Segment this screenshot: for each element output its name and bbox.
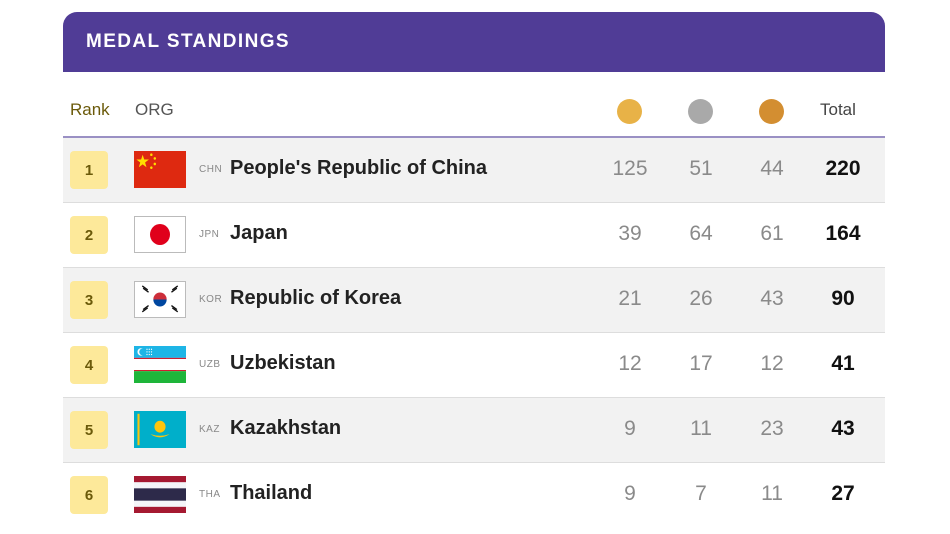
silver-count: 26 (689, 287, 713, 310)
bronze-medal-icon (759, 99, 784, 124)
country-name[interactable]: Republic of Korea (230, 287, 402, 309)
country-code: CHN (199, 164, 223, 175)
silver-count: 11 (690, 417, 712, 440)
table-row[interactable]: 6 THA Thailand 9 7 11 27 (63, 463, 885, 528)
rank-badge: 4 (70, 346, 108, 384)
gold-count: 9 (624, 482, 636, 505)
rank-badge: 2 (70, 216, 108, 254)
country-code: JPN (199, 229, 220, 240)
bronze-count: 11 (761, 482, 783, 505)
table-row[interactable]: 3 KOR Republic of Korea 21 (63, 268, 885, 333)
gold-count: 39 (618, 222, 642, 245)
bronze-count: 12 (760, 352, 784, 375)
china-flag-icon (134, 151, 186, 188)
kazakhstan-flag-icon (134, 411, 186, 448)
total-count: 27 (831, 482, 855, 505)
rank-badge: 5 (70, 411, 108, 449)
total-count: 43 (831, 417, 855, 440)
table-row[interactable]: 5 KAZ Kazakhstan 9 11 23 43 (63, 398, 885, 463)
japan-flag-icon (134, 216, 186, 253)
thailand-flag-icon (134, 476, 186, 513)
silver-medal-icon (688, 99, 713, 124)
country-code: KOR (199, 294, 223, 305)
country-code: THA (199, 489, 221, 500)
table-row[interactable]: 1 CHN People's Republic of China 125 51 … (63, 138, 885, 203)
country-code: UZB (199, 359, 221, 370)
rank-column-header: Rank (70, 100, 110, 119)
bronze-count: 61 (760, 222, 784, 245)
gold-medal-icon (617, 99, 642, 124)
total-count: 41 (831, 352, 855, 375)
country-name[interactable]: Japan (230, 222, 288, 244)
country-code: KAZ (199, 424, 220, 435)
country-name[interactable]: People's Republic of China (230, 157, 488, 179)
table-row[interactable]: 2 JPN Japan 39 64 61 164 (63, 203, 885, 268)
total-column-header: Total (820, 100, 856, 119)
gold-count: 9 (624, 417, 636, 440)
gold-count: 21 (618, 287, 642, 310)
rank-badge: 1 (70, 151, 108, 189)
panel-header: MEDAL STANDINGS (63, 12, 885, 72)
total-count: 164 (825, 222, 861, 245)
total-count: 90 (831, 287, 855, 310)
bronze-count: 43 (760, 287, 784, 310)
silver-count: 51 (689, 157, 713, 180)
bronze-count: 23 (760, 417, 784, 440)
country-name[interactable]: Thailand (230, 482, 313, 504)
bronze-count: 44 (760, 157, 784, 180)
total-count: 220 (825, 157, 861, 180)
medal-standings-panel: MEDAL STANDINGS Rank ORG Total 1 CHN Peo… (63, 12, 885, 528)
country-name[interactable]: Kazakhstan (230, 417, 342, 439)
gold-count: 125 (612, 157, 648, 180)
column-header-row: Rank ORG Total (63, 72, 885, 138)
table-row[interactable]: 4 UZB Uzbekistan 12 17 12 41 (63, 333, 885, 398)
korea-flag-icon (134, 281, 186, 318)
silver-count: 7 (695, 482, 707, 505)
country-name[interactable]: Uzbekistan (230, 352, 336, 374)
silver-count: 64 (689, 222, 713, 245)
org-column-header: ORG (135, 100, 174, 119)
gold-count: 12 (618, 352, 642, 375)
rank-badge: 6 (70, 476, 108, 514)
uzbekistan-flag-icon (134, 346, 186, 383)
rank-badge: 3 (70, 281, 108, 319)
silver-count: 17 (689, 352, 713, 375)
panel-title: MEDAL STANDINGS (86, 31, 290, 52)
